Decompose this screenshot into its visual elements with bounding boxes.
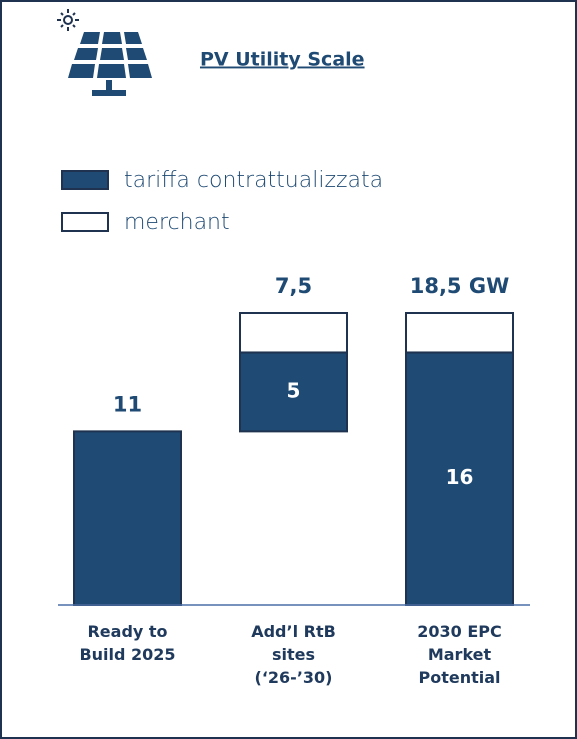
total-label: 11	[113, 392, 142, 416]
bar-segment	[73, 430, 182, 607]
bar-segment	[405, 312, 514, 354]
bar-segment	[405, 351, 514, 607]
bar-segment	[239, 312, 348, 354]
legend-label: tariffa contrattualizzata	[124, 168, 383, 193]
solar-icon	[57, 9, 152, 96]
legend-label: merchant	[124, 210, 230, 235]
total-label: 7,5	[275, 274, 312, 298]
bar-segment	[239, 351, 348, 433]
total-label: 18,5 GW	[410, 274, 510, 298]
category-label: Ready to Build 2025	[79, 622, 176, 664]
chart-title: PV Utility Scale	[200, 49, 365, 71]
category-label: Add’l RtB sites (‘26-’30)	[251, 622, 336, 687]
segment-label: 16	[446, 465, 474, 489]
legend-swatch	[61, 170, 109, 190]
category-label: 2030 EPC Market Potential	[417, 622, 502, 687]
segment-label: 5	[287, 378, 301, 402]
legend-swatch	[61, 212, 109, 232]
